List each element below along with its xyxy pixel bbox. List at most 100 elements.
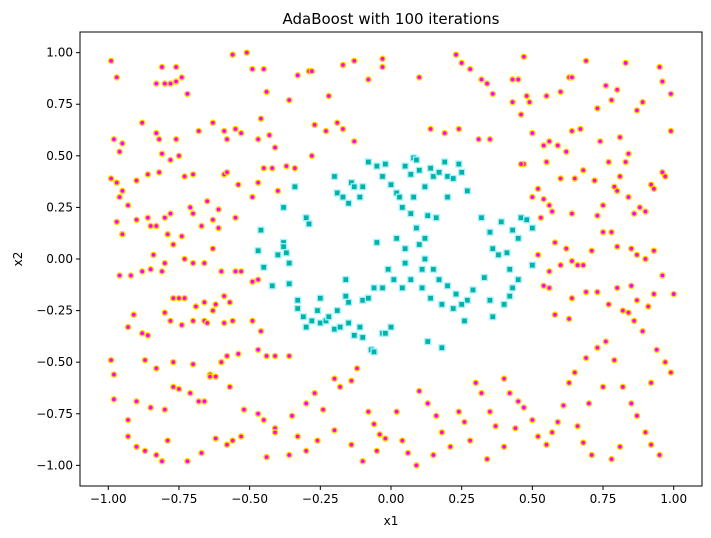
dot-point bbox=[119, 230, 126, 238]
dot-point bbox=[133, 398, 140, 405]
dot-point bbox=[113, 74, 121, 81]
dot-point bbox=[492, 422, 499, 430]
square-point bbox=[477, 214, 486, 222]
dot-point bbox=[568, 294, 576, 302]
dot-point bbox=[546, 202, 553, 209]
dot-point bbox=[203, 197, 211, 205]
square-point bbox=[359, 183, 367, 191]
dot-point bbox=[633, 296, 641, 304]
square-point bbox=[494, 251, 503, 259]
dot-point bbox=[215, 224, 222, 232]
square-point bbox=[469, 286, 477, 294]
dot-point bbox=[605, 301, 613, 308]
dot-point bbox=[452, 51, 460, 59]
dot-point bbox=[161, 80, 169, 87]
dot-point bbox=[644, 303, 652, 310]
dot-point bbox=[339, 125, 347, 133]
x-tick-label: 0.00 bbox=[378, 492, 405, 506]
dot-point bbox=[113, 179, 121, 186]
square-point bbox=[489, 245, 497, 253]
dot-point bbox=[331, 426, 338, 434]
dot-point bbox=[271, 352, 279, 360]
dot-point bbox=[223, 441, 231, 449]
dot-point bbox=[333, 119, 341, 127]
dot-point bbox=[153, 129, 160, 137]
square-point bbox=[384, 265, 392, 273]
dot-point bbox=[271, 429, 279, 436]
dot-point bbox=[466, 437, 474, 444]
dot-point bbox=[119, 140, 126, 147]
dot-point bbox=[220, 127, 228, 135]
dot-point bbox=[478, 389, 485, 397]
x-axis-label: x1 bbox=[384, 514, 399, 528]
dot-point bbox=[568, 257, 576, 265]
square-point bbox=[412, 156, 421, 164]
chart-title: AdaBoost with 100 iterations bbox=[283, 10, 500, 28]
dot-point bbox=[424, 400, 432, 407]
square-point bbox=[294, 304, 302, 313]
dot-point bbox=[153, 222, 160, 230]
dot-point bbox=[441, 129, 449, 137]
dot-point bbox=[647, 379, 655, 387]
square-point bbox=[503, 249, 511, 257]
dot-point bbox=[181, 294, 188, 302]
dot-point bbox=[263, 352, 270, 360]
dot-point bbox=[229, 437, 236, 444]
dot-point bbox=[399, 437, 406, 444]
square-point bbox=[370, 348, 378, 356]
dot-point bbox=[534, 433, 542, 440]
dot-point bbox=[628, 400, 635, 407]
dot-point bbox=[164, 230, 171, 238]
dot-point bbox=[218, 268, 225, 275]
dot-point bbox=[203, 319, 211, 327]
dot-point bbox=[543, 158, 550, 166]
square-point bbox=[438, 300, 446, 309]
square-point bbox=[381, 329, 389, 337]
dot-point bbox=[413, 462, 420, 469]
dot-point bbox=[455, 408, 463, 416]
dot-point bbox=[659, 272, 666, 279]
dot-point bbox=[189, 317, 197, 325]
square-point bbox=[378, 172, 387, 181]
dot-point bbox=[147, 404, 154, 411]
dot-point bbox=[260, 416, 268, 424]
dot-point bbox=[365, 408, 372, 416]
square-point bbox=[344, 199, 353, 207]
square-point bbox=[254, 247, 262, 255]
dot-point bbox=[153, 365, 160, 372]
square-point bbox=[305, 220, 313, 228]
dot-point bbox=[249, 193, 256, 201]
square-point bbox=[455, 160, 463, 168]
dot-point bbox=[209, 245, 217, 252]
square-point bbox=[268, 282, 276, 290]
dot-point bbox=[520, 404, 528, 411]
x-tick-label: 0.50 bbox=[519, 492, 546, 506]
dot-point bbox=[608, 96, 615, 104]
y-axis: −1.00 −0.75 −0.50 −0.25 0.00 0.25 0.50 0.75 1.00 bbox=[36, 46, 80, 472]
dot-point bbox=[294, 72, 302, 79]
dot-point bbox=[215, 206, 222, 213]
dot-point bbox=[175, 294, 183, 302]
dot-point bbox=[302, 400, 310, 407]
dot-point bbox=[514, 76, 522, 83]
x-tick-label: −0.25 bbox=[302, 492, 339, 506]
dot-point bbox=[167, 156, 174, 164]
dot-point bbox=[458, 59, 465, 67]
square-point bbox=[415, 240, 423, 249]
square-point bbox=[279, 242, 288, 251]
dot-point bbox=[613, 284, 621, 292]
dot-point bbox=[116, 272, 123, 279]
square-point bbox=[409, 193, 418, 201]
square-point bbox=[508, 226, 517, 234]
square-point bbox=[398, 203, 406, 212]
dot-point bbox=[500, 375, 508, 382]
dot-point bbox=[218, 358, 225, 366]
dot-point bbox=[611, 356, 618, 364]
dot-point bbox=[150, 251, 157, 259]
dot-point bbox=[642, 255, 649, 263]
dot-point bbox=[232, 125, 239, 133]
dot-point bbox=[268, 164, 276, 172]
square-point bbox=[435, 275, 443, 284]
dot-point bbox=[506, 389, 514, 397]
